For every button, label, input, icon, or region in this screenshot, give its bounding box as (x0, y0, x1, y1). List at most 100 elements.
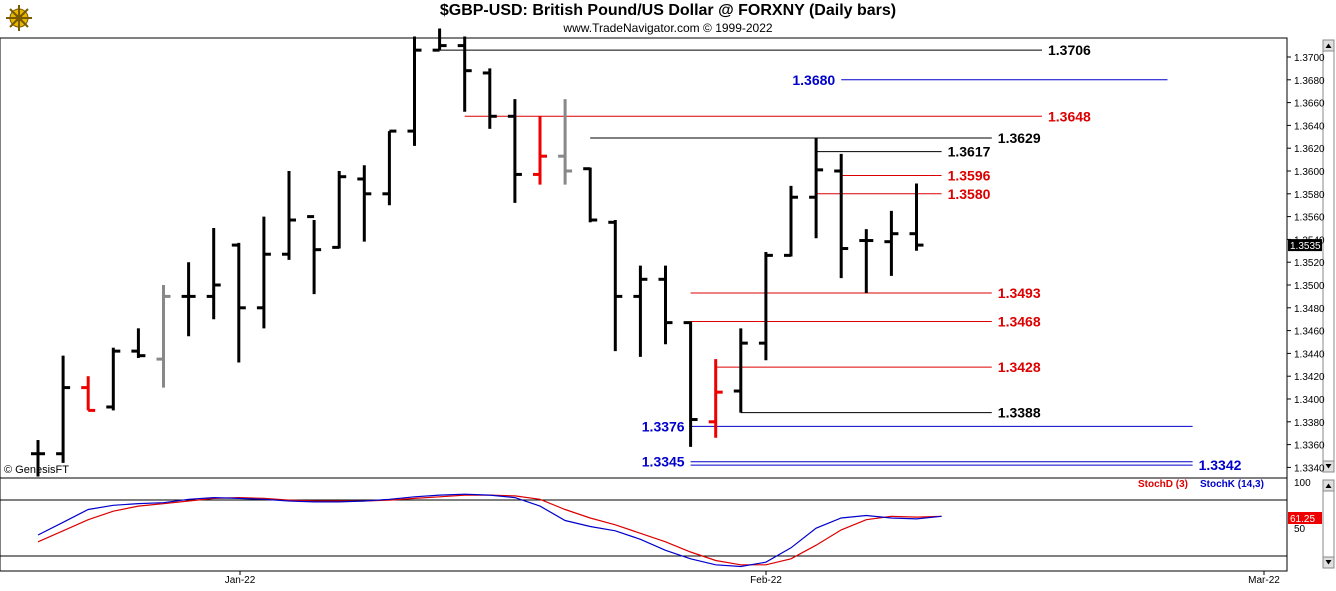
price-tick-label: 1.3640 (1294, 121, 1325, 132)
stoch-scrollbar-track[interactable] (1322, 479, 1335, 569)
ohlc-bar (206, 228, 221, 320)
ohlc-bar (834, 153, 849, 279)
level-label: 1.3706 (1048, 42, 1091, 58)
price-tick-label: 1.3400 (1294, 395, 1325, 406)
date-axis: Jan-22 Feb-22 Mar-22 (225, 571, 1280, 586)
ohlc-bar (533, 116, 547, 185)
ohlc-bar (758, 251, 773, 361)
date-tick-label: Jan-22 (225, 575, 256, 586)
price-tick-label: 1.3360 (1294, 441, 1325, 452)
ohlc-bar (156, 285, 171, 388)
ohlc-bar (784, 185, 798, 257)
ohlc-bar (357, 165, 372, 242)
ohlc-bar (507, 99, 522, 203)
level-label: 1.3680 (792, 72, 835, 88)
price-tick-label: 1.3660 (1294, 99, 1325, 110)
ohlc-bar (708, 359, 723, 438)
ohlc-bar (382, 129, 397, 206)
price-tick-label: 1.3480 (1294, 304, 1325, 315)
ohlc-bar (608, 220, 623, 352)
ohlc-bar (583, 167, 598, 223)
price-tick-label: 1.3460 (1294, 327, 1325, 338)
date-tick-label: Mar-22 (1248, 575, 1280, 586)
ohlc-bar (909, 183, 924, 251)
scroll-up-arrow-icon (1325, 43, 1332, 48)
ohlc-bar (181, 262, 196, 337)
level-label: 1.3629 (998, 130, 1041, 146)
level-label: 1.3342 (1199, 457, 1242, 473)
price-tick-label: 1.3580 (1294, 190, 1325, 201)
stochastic-lines: 100 50 StochD (3) StochK (14,3) 61.25 (37, 478, 1322, 568)
level-label: 1.3388 (998, 405, 1041, 421)
level-label: 1.3345 (642, 454, 685, 470)
last-price-label: 1.3535 (1290, 241, 1321, 252)
price-scrollbar-track[interactable] (1322, 39, 1335, 473)
price-tick-label: 1.3600 (1294, 167, 1325, 178)
price-tick-label: 1.3680 (1294, 76, 1325, 87)
ohlc-bar (482, 68, 497, 129)
stoch-legend-d: StochD (3) (1138, 479, 1188, 490)
ohlc-bar (809, 137, 824, 239)
stoch-last-badge (1288, 512, 1322, 524)
stoch-tick-label: 50 (1294, 524, 1306, 535)
price-panel-frame (0, 37, 1288, 479)
ohlc-bar (282, 171, 296, 260)
ohlc-bar (558, 99, 573, 185)
ohlc-bar (683, 321, 698, 447)
ohlc-bar (457, 36, 472, 112)
ohlc-bar (332, 171, 347, 249)
price-tick-label: 1.3700 (1294, 53, 1325, 64)
chart-subtitle: www.TradeNavigator.com © 1999-2022 (563, 21, 773, 35)
stochastic-panel-frame (0, 477, 1288, 572)
level-label: 1.3648 (1048, 108, 1091, 124)
level-label: 1.3617 (948, 144, 991, 160)
ohlc-bar (81, 376, 96, 412)
price-tick-label: 1.3520 (1294, 258, 1325, 269)
ohlc-bar (56, 355, 71, 463)
ohlc-bar (231, 242, 246, 363)
level-label: 1.3580 (948, 186, 991, 202)
level-lines: 1.3706 1.3680 1.3648 1.3629 1.3617 1.3596 1.35… (439, 42, 1242, 473)
ohlc-bar (432, 28, 447, 52)
price-tick-label: 1.3440 (1294, 349, 1325, 360)
ohlc-bar (733, 328, 748, 413)
level-label: 1.3493 (998, 285, 1041, 301)
level-label: 1.3428 (998, 359, 1041, 375)
chart-title: $GBP-USD: British Pound/US Dollar @ FORX… (439, 2, 897, 19)
ohlc-bar (884, 210, 899, 276)
price-tick-label: 1.3620 (1294, 144, 1325, 155)
price-tick-label: 1.3420 (1294, 372, 1325, 383)
ohlc-bar (256, 216, 271, 329)
ohlc-bar (31, 440, 45, 477)
ohlc-bar (407, 36, 422, 146)
stoch-k-line (37, 493, 942, 568)
scroll-down-arrow-icon (1325, 464, 1332, 469)
price-tick-label: 1.3340 (1294, 463, 1325, 474)
level-label: 1.3596 (948, 168, 991, 184)
trade-navigator-logo (4, 2, 34, 32)
price-tick-label: 1.3380 (1294, 418, 1325, 429)
price-bars (31, 28, 924, 477)
ship-wheel-icon (6, 5, 32, 31)
stoch-scroll-down-arrow-icon (1325, 560, 1332, 565)
last-price-badge (1288, 239, 1322, 252)
stoch-legend-k: StochK (14,3) (1200, 479, 1264, 490)
stoch-d-line (37, 494, 942, 566)
price-axis: 1.3340 1.3360 1.3380 1.3400 1.3420 1.3440 1.34… (1287, 53, 1325, 474)
price-tick-label: 1.3560 (1294, 213, 1325, 224)
date-tick-label: Feb-22 (750, 575, 782, 586)
ohlc-bar (859, 229, 874, 293)
ohlc-bar (307, 215, 322, 295)
ohlc-bar (131, 328, 146, 358)
ohlc-bar (633, 265, 648, 357)
level-label: 1.3468 (998, 313, 1041, 329)
stoch-last-value: 61.25 (1290, 514, 1315, 525)
copyright-label: © GenesisFT (4, 464, 69, 476)
ohlc-bar (106, 347, 121, 411)
price-tick-label: 1.3500 (1294, 281, 1325, 292)
stoch-scroll-up-arrow-icon (1325, 483, 1332, 488)
level-label: 1.3376 (642, 418, 685, 434)
stoch-tick-label: 100 (1294, 478, 1311, 489)
ohlc-bar (658, 265, 673, 345)
